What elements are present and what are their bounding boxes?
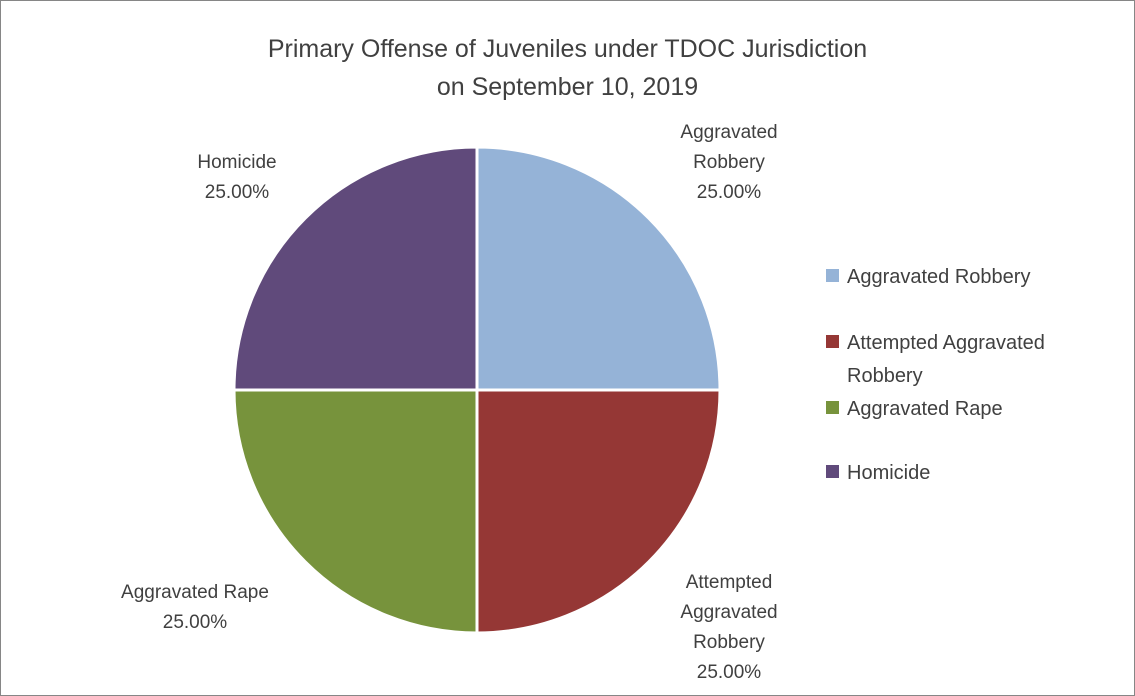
data-label-text: Robbery (693, 152, 765, 173)
data-label-attempted-aggravated-robbery: Attempted Aggravated Robbery 25.00% (680, 572, 777, 683)
data-label-value: 25.00% (163, 612, 228, 633)
chart-title-line-1: Primary Offense of Juveniles under TDOC … (267, 35, 868, 63)
legend-label: Aggravated Robbery (847, 266, 1030, 288)
chart-title: Primary Offense of Juveniles under TDOC … (0, 30, 1135, 106)
pie-slice-aggravated-robbery (475, 145, 722, 392)
data-label-homicide: Homicide 25.00% (197, 152, 276, 203)
legend-swatch (826, 401, 839, 414)
data-label-text: Aggravated Rape (121, 582, 269, 603)
data-label-text: Aggravated (680, 602, 777, 623)
pie-slice-aggravated-rape (232, 388, 479, 635)
legend-item-attempted-aggravated-robbery: Attempted Aggravated Robbery (826, 332, 1045, 387)
pie-slice-attempted-aggravated-robbery (475, 388, 722, 635)
data-label-value: 25.00% (205, 182, 270, 203)
legend-item-homicide: Homicide (826, 462, 930, 484)
legend-label: Aggravated Rape (847, 398, 1003, 420)
data-label-aggravated-robbery: Aggravated Robbery 25.00% (680, 122, 777, 203)
data-label-text: Homicide (197, 152, 276, 173)
legend-item-aggravated-robbery: Aggravated Robbery (826, 266, 1030, 288)
data-label-text: Aggravated (680, 122, 777, 143)
chart-title-line-2: on September 10, 2019 (436, 73, 699, 101)
data-label-text: Robbery (693, 632, 765, 653)
legend-item-aggravated-rape: Aggravated Rape (826, 398, 1003, 420)
data-label-text: Attempted (686, 572, 773, 593)
legend-label: Homicide (847, 462, 930, 484)
data-label-aggravated-rape: Aggravated Rape 25.00% (121, 582, 269, 633)
data-label-value: 25.00% (697, 662, 762, 683)
data-label-value: 25.00% (697, 182, 762, 203)
legend-swatch (826, 269, 839, 282)
legend-swatch (826, 465, 839, 478)
legend-label: Attempted Aggravated Robbery (847, 332, 1045, 387)
pie-slice-homicide (232, 145, 479, 392)
legend-swatch (826, 335, 839, 348)
